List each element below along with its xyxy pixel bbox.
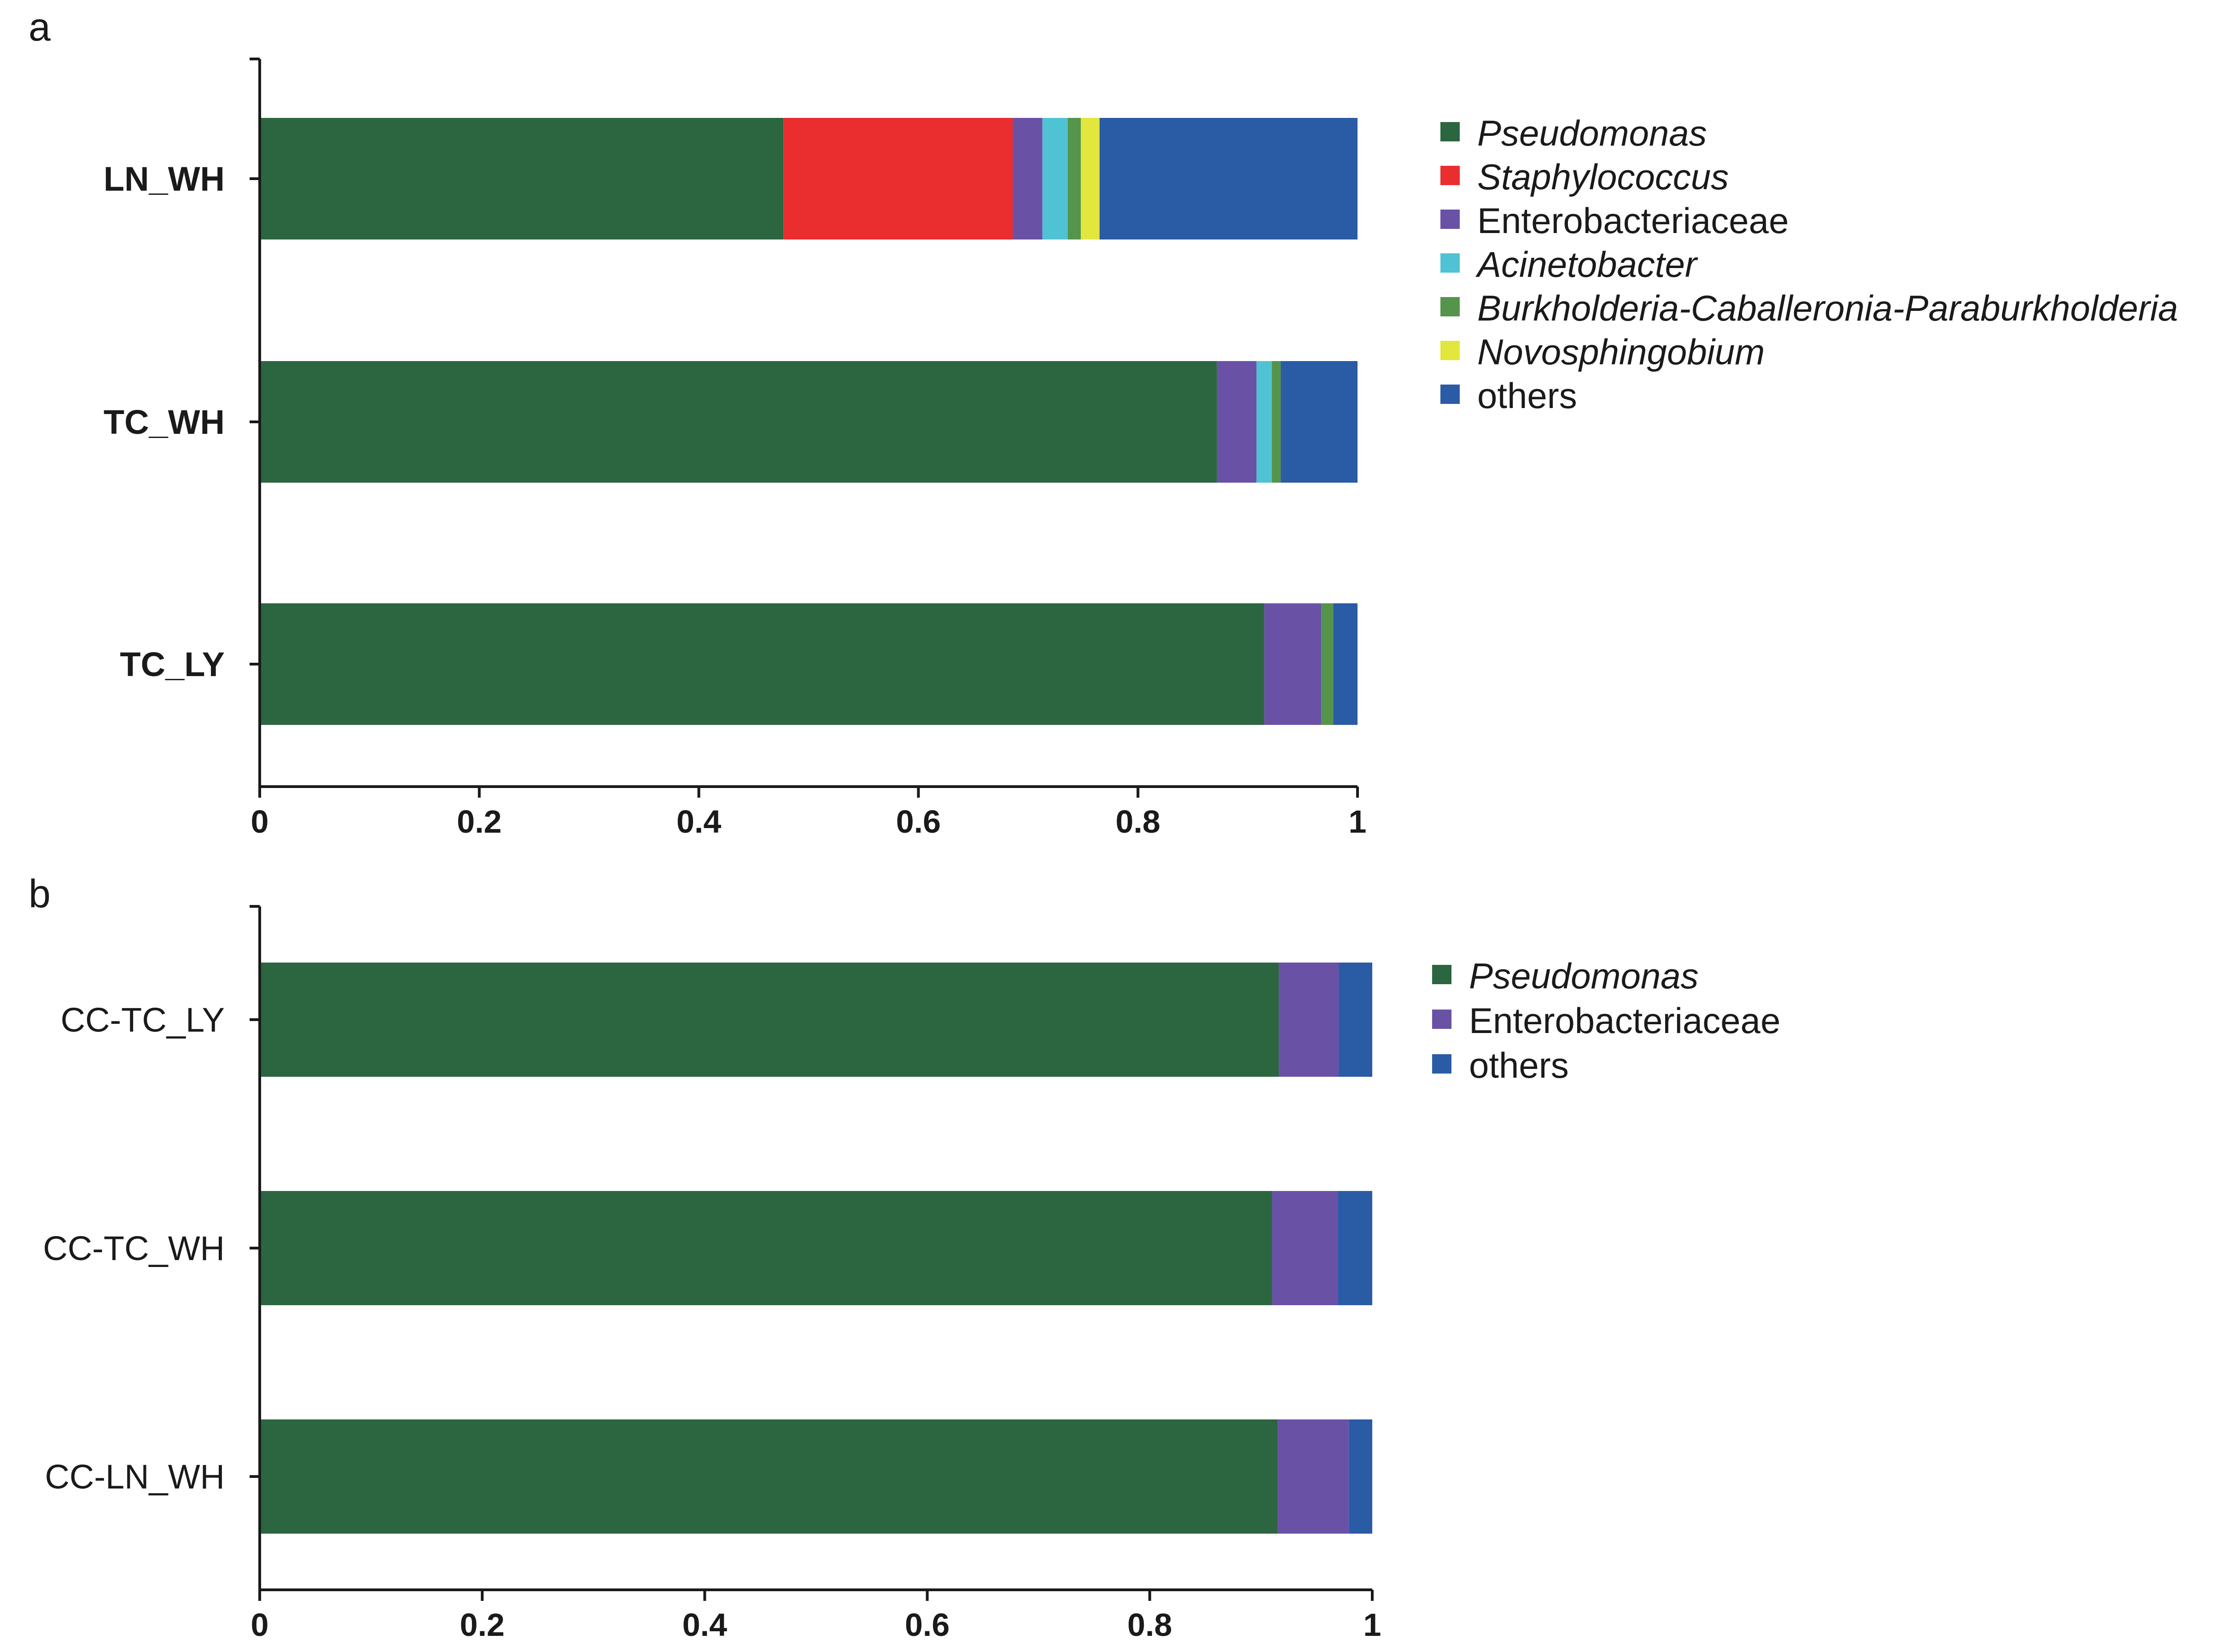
legend-label-enterobacteriaceae: Enterobacteriaceae <box>1477 200 1789 241</box>
x-tick-label: 0.2 <box>457 804 501 840</box>
legend-label-burkholderia-caballeronia-paraburkholderia: Burkholderia-Caballeronia-Paraburkholder… <box>1477 288 2178 328</box>
bar-tc-wh-enterobacteriaceae <box>1217 361 1257 483</box>
bar-tc-wh-others <box>1281 361 1358 483</box>
x-tick-label: 1 <box>1349 804 1367 840</box>
bar-ln-wh-pseudomonas <box>260 118 784 239</box>
legend-label-others: others <box>1477 375 1577 416</box>
y-tick-label: LN_WH <box>104 160 225 198</box>
bar-tc-wh-acinetobacter <box>1256 361 1272 483</box>
x-tick-label: 0 <box>251 1607 269 1643</box>
legend-swatch-pseudomonas <box>1440 122 1460 141</box>
x-tick-label: 0.4 <box>676 804 721 840</box>
legend-label-staphylococcus: Staphylococcus <box>1477 157 1729 197</box>
x-tick-label: 0.8 <box>1127 1607 1172 1643</box>
x-tick-label: 0 <box>251 804 269 840</box>
legend-swatch-others <box>1432 1054 1451 1074</box>
bar-ln-wh-staphylococcus <box>783 118 1013 239</box>
panel-label: a <box>29 5 51 49</box>
legend-swatch-burkholderia-caballeronia-paraburkholderia <box>1440 297 1460 316</box>
bar-cc-ln-wh-others <box>1349 1419 1372 1534</box>
legend-label-novosphingobium: Novosphingobium <box>1477 332 1765 372</box>
chart-panel-b: b CC-TC_LY CC-TC_WH CC-LN_WH 0 0.2 0.4 0.6 0.8 1 P… <box>29 872 1780 1643</box>
legend-label-others: others <box>1469 1045 1569 1086</box>
x-tick-label: 0.6 <box>896 804 941 840</box>
bar-cc-ln-wh-enterobacteriaceae <box>1277 1419 1349 1534</box>
x-tick-label: 0.4 <box>682 1607 727 1643</box>
y-tick-label: TC_LY <box>120 645 225 683</box>
bar-tc-ly-others <box>1333 603 1358 725</box>
legend-label-enterobacteriaceae: Enterobacteriaceae <box>1469 1000 1780 1041</box>
bar-cc-tc-wh-others <box>1338 1191 1372 1305</box>
legend-swatch-others <box>1440 385 1460 404</box>
bar-cc-ln-wh-pseudomonas <box>260 1419 1278 1534</box>
bar-ln-wh-enterobacteriaceae <box>1013 118 1043 239</box>
bar-tc-wh-burkholderia-caballeronia-paraburkholderia <box>1272 361 1281 483</box>
x-tick-label: 0.6 <box>905 1607 950 1643</box>
x-tick-label: 0.2 <box>460 1607 505 1643</box>
bar-ln-wh-novosphingobium <box>1081 118 1100 239</box>
bar-cc-tc-wh-enterobacteriaceae <box>1272 1191 1338 1305</box>
x-tick-label: 1 <box>1364 1607 1381 1643</box>
y-tick-label: CC-TC_WH <box>43 1229 225 1267</box>
chart-panel-a: a LN_WH TC_WH TC_LY 0 0.2 0.4 0.6 0.8 1 Pseudomona… <box>29 5 2178 840</box>
legend-swatch-novosphingobium <box>1440 341 1460 360</box>
bar-tc-ly-enterobacteriaceae <box>1264 603 1322 725</box>
legend-swatch-staphylococcus <box>1440 166 1460 185</box>
bar-cc-tc-ly-pseudomonas <box>260 963 1279 1077</box>
bar-ln-wh-acinetobacter <box>1042 118 1068 239</box>
panel-label: b <box>29 872 51 916</box>
bar-tc-ly-pseudomonas <box>260 603 1265 725</box>
legend: PseudomonasStaphylococcusEnterobacteriac… <box>1440 113 2178 416</box>
legend-swatch-pseudomonas <box>1432 965 1451 984</box>
bar-tc-ly-burkholderia-caballeronia-paraburkholderia <box>1321 603 1334 725</box>
legend-swatch-enterobacteriaceae <box>1440 210 1460 229</box>
y-tick-label: CC-LN_WH <box>45 1458 225 1496</box>
x-tick-label: 0.8 <box>1116 804 1160 840</box>
bar-cc-tc-ly-others <box>1339 963 1372 1077</box>
bar-tc-wh-pseudomonas <box>260 361 1217 483</box>
legend-label-pseudomonas: Pseudomonas <box>1477 113 1707 153</box>
legend-label-acinetobacter: Acinetobacter <box>1475 244 1698 285</box>
y-tick-label: TC_WH <box>104 403 225 441</box>
bar-cc-tc-wh-pseudomonas <box>260 1191 1272 1305</box>
legend-swatch-enterobacteriaceae <box>1432 1010 1451 1029</box>
y-tick-label: CC-TC_LY <box>61 1001 225 1039</box>
legend-swatch-acinetobacter <box>1440 253 1460 273</box>
bar-cc-tc-ly-enterobacteriaceae <box>1279 963 1339 1077</box>
bar-ln-wh-others <box>1099 118 1358 239</box>
legend-label-pseudomonas: Pseudomonas <box>1469 956 1699 996</box>
bar-ln-wh-burkholderia-caballeronia-paraburkholderia <box>1067 118 1081 239</box>
